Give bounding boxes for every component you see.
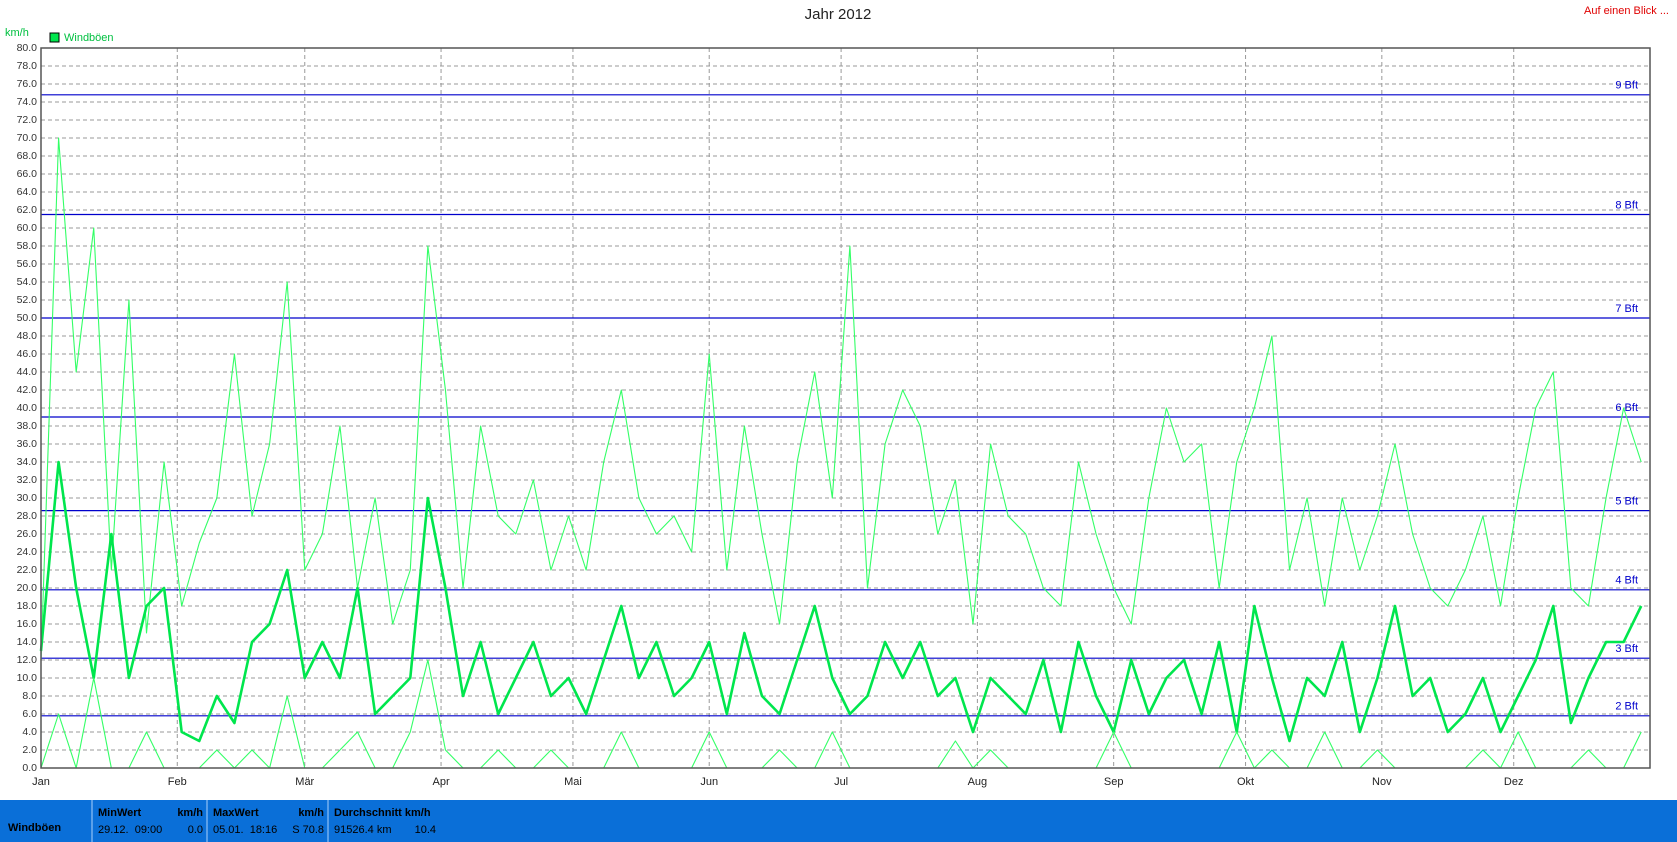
summary-time: 91526.4 km: [334, 824, 392, 836]
reference-label: 9 Bft: [1615, 80, 1638, 92]
plot-frame: [40, 47, 1651, 769]
summary-value: S 70.8: [292, 824, 324, 836]
y-tick-label: 28.0: [17, 510, 38, 522]
link[interactable]: Auf einen Blick ...: [1584, 5, 1669, 17]
x-tick-label: Apr: [432, 776, 449, 788]
y-tick-label: 52.0: [17, 294, 38, 306]
legend-swatch: [49, 32, 60, 43]
y-tick-label: 32.0: [17, 474, 38, 486]
y-tick-label: 20.0: [17, 582, 38, 594]
y-tick-label: 4.0: [22, 726, 37, 738]
y-tick-label: 10.0: [17, 672, 38, 684]
reference-label: 5 Bft: [1615, 496, 1638, 508]
y-tick-label: 80.0: [17, 42, 38, 54]
y-tick-label: 0.0: [22, 762, 37, 774]
series-line: [40, 137, 1642, 661]
legend-label: Windböen: [64, 32, 114, 44]
y-tick-label: 68.0: [17, 150, 38, 162]
x-tick-label: Nov: [1372, 776, 1392, 788]
chart: Jahr 2012 km/h Windböen 0.0 2.0 4.0 6.0 8.0 1…: [5, 6, 1651, 788]
reference-label: 8 Bft: [1615, 199, 1638, 211]
summary-cell: MinWert km/h 29.12. 09:00 0.0: [91, 800, 208, 842]
x-tick-label: Jan: [32, 776, 50, 788]
summary-cell: Durchschnitt km/h 91526.4 km 10.4: [327, 800, 441, 842]
series-line: [39, 460, 1643, 743]
y-tick-label: 2.0: [22, 744, 37, 756]
summary-header: MinWert: [98, 807, 142, 819]
x-tick-label: Sep: [1104, 776, 1124, 788]
reference-label: 4 Bft: [1615, 575, 1638, 587]
reference-label: 6 Bft: [1615, 402, 1638, 414]
row-label-cell: Windböen: [0, 800, 88, 842]
y-tick-label: 18.0: [17, 600, 38, 612]
y-tick-label: 26.0: [17, 528, 38, 540]
x-tick-label: Feb: [168, 776, 187, 788]
reference-label: 7 Bft: [1615, 303, 1638, 315]
y-tick-label: 58.0: [17, 240, 38, 252]
summary-header: Durchschnitt km/h: [334, 807, 431, 819]
reference-label: 3 Bft: [1615, 643, 1638, 655]
y-tick-label: 42.0: [17, 384, 38, 396]
y-tick-label: 14.0: [17, 636, 38, 648]
summary-cell: MaxWert km/h 05.01. 18:16 S 70.8: [206, 800, 329, 842]
y-tick-label: 74.0: [17, 96, 38, 108]
reference-label: 2 Bft: [1615, 701, 1638, 713]
y-tick-label: 76.0: [17, 78, 38, 90]
x-tick-label: Mär: [295, 776, 314, 788]
y-tick-label: 60.0: [17, 222, 38, 234]
row-label: Windböen: [8, 822, 62, 834]
y-tick-label: 62.0: [17, 204, 38, 216]
y-tick-label: 34.0: [17, 456, 38, 468]
y-tick-label: 78.0: [17, 60, 38, 72]
y-tick-label: 72.0: [17, 114, 38, 126]
summary-value: 10.4: [414, 824, 436, 836]
y-tick-label: 36.0: [17, 438, 38, 450]
summary-time: 29.12. 09:00: [98, 824, 163, 836]
summary-time: 05.01. 18:16: [213, 824, 278, 836]
y-tick-label: 64.0: [17, 186, 38, 198]
y-tick-label: 40.0: [17, 402, 38, 414]
y-tick-label: 50.0: [17, 312, 38, 324]
summary-value: 0.0: [187, 824, 203, 836]
y-tick-label: 66.0: [17, 168, 38, 180]
x-tick-label: Dez: [1504, 776, 1524, 788]
summary-header: MaxWert: [213, 807, 259, 819]
x-tick-label: Aug: [968, 776, 988, 788]
summary-bar: Windböen MinWert km/h 29.12. 09:00 0.0 MaxWe…: [0, 800, 1677, 842]
y-tick-label: 12.0: [17, 654, 38, 666]
y-tick-label: 56.0: [17, 258, 38, 270]
y-tick-label: 46.0: [17, 348, 38, 360]
x-tick-label: Okt: [1237, 776, 1254, 788]
y-tick-label: 22.0: [17, 564, 38, 576]
y-tick-label: 70.0: [17, 132, 38, 144]
y-tick-label: 30.0: [17, 492, 38, 504]
summary-unit: km/h: [177, 807, 203, 819]
x-tick-label: Mai: [564, 776, 582, 788]
x-tick-label: Jul: [834, 776, 848, 788]
x-tick-label: Jun: [700, 776, 718, 788]
y-tick-label: 16.0: [17, 618, 38, 630]
y-tick-label: 44.0: [17, 366, 38, 378]
y-axis-label: km/h: [5, 27, 29, 39]
summary-unit: km/h: [298, 807, 324, 819]
y-tick-label: 24.0: [17, 546, 38, 558]
y-tick-label: 8.0: [22, 690, 37, 702]
y-tick-label: 54.0: [17, 276, 38, 288]
y-tick-label: 38.0: [17, 420, 38, 432]
y-tick-label: 6.0: [22, 708, 37, 720]
y-tick-label: 48.0: [17, 330, 38, 342]
chart-title: Jahr 2012: [805, 6, 872, 23]
